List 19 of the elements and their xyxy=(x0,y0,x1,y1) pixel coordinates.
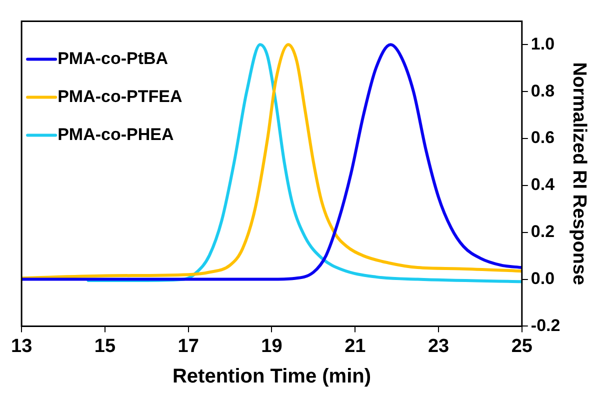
y-tick-label: 0.0 xyxy=(530,268,555,288)
y-tick-label: 0.2 xyxy=(530,222,555,242)
legend-label: PMA-co-PHEA xyxy=(58,124,174,144)
y-tick-label: -0.2 xyxy=(530,316,560,335)
x-tick-label: 23 xyxy=(428,336,450,357)
y-tick-label: 0.8 xyxy=(530,81,555,100)
x-tick-label: 21 xyxy=(344,336,366,357)
x-tick-label: 15 xyxy=(94,336,116,357)
x-tick-label: 13 xyxy=(10,336,32,357)
x-tick-label: 19 xyxy=(261,336,282,357)
y-axis-title: Normalized RI Response xyxy=(568,62,590,286)
y-tick-label: 1.0 xyxy=(530,34,555,54)
x-tick-label: 17 xyxy=(178,336,199,357)
y-tick-label: 0.6 xyxy=(530,128,555,148)
x-axis-title: Retention Time (min) xyxy=(172,366,371,388)
x-tick-label: 25 xyxy=(511,336,533,357)
y-tick-label: 0.4 xyxy=(530,175,556,194)
legend-label: PMA-co-PtBA xyxy=(58,48,168,68)
legend-label: PMA-co-PTFEA xyxy=(58,86,182,106)
